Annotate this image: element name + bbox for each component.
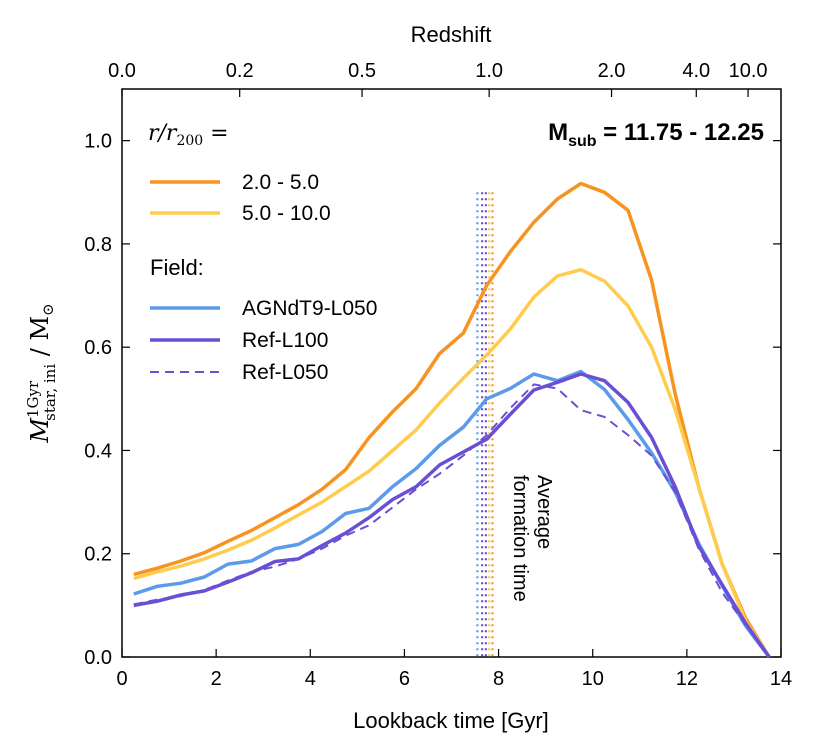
- plot-frame: [121, 88, 782, 658]
- top-tick-label: 0.5: [348, 60, 376, 82]
- series-line-ref-l050: [133, 383, 771, 658]
- x-tick-label: 2: [211, 668, 222, 690]
- y-label-unit-sub: ⊙: [39, 303, 57, 316]
- legend-field-heading: Field:: [150, 255, 204, 280]
- legend-heading: r/r200 =: [148, 121, 229, 149]
- top-axis-label: Redshift: [411, 22, 492, 47]
- y-tick-label: 0.8: [84, 234, 112, 256]
- y-tick-label: 0.0: [84, 647, 112, 669]
- top-tick-label: 10.0: [729, 60, 768, 82]
- x-tick-label: 6: [399, 668, 410, 690]
- legend-label: Ref-L050: [242, 361, 328, 384]
- y-tick-label: 1.0: [84, 131, 112, 153]
- x-tick-label: 8: [493, 668, 504, 690]
- top-tick-label: 4.0: [682, 60, 710, 82]
- formation-time-lines: [476, 192, 494, 657]
- y-tick-label: 0.6: [84, 337, 112, 359]
- y-label-sup: 1Gyr: [24, 380, 42, 418]
- legend-label: Ref-L100: [242, 329, 328, 352]
- series-line-2-0-5-0: [133, 181, 771, 658]
- msub-label: Msub = 11.75 - 12.25: [548, 119, 764, 150]
- x-tick-label: 12: [676, 668, 698, 690]
- annotation-line: Average: [533, 475, 555, 549]
- y-axis-label: M1Gyrstar, ini / M⊙: [24, 303, 59, 443]
- y-label-base: M: [26, 417, 54, 444]
- y-label-sub: star, ini: [41, 364, 59, 421]
- y-tick-label: 0.4: [84, 440, 112, 462]
- x-tick-label: 0: [116, 668, 127, 690]
- x-tick-label: 14: [770, 668, 792, 690]
- top-tick-label: 2.0: [598, 60, 626, 82]
- annotation-line: formation time: [509, 475, 531, 602]
- series-line-5-0-10-0: [133, 267, 771, 658]
- y-label-unit: / M: [26, 316, 54, 364]
- series-line-agndt9-l050: [133, 369, 771, 659]
- y-tick-label: 0.2: [84, 544, 112, 566]
- series-lines: [133, 181, 771, 659]
- legend-label: 2.0 - 5.0: [242, 171, 319, 194]
- x-tick-label: 10: [582, 668, 604, 690]
- legend: r/r200 = 2.0 - 5.0 5.0 - 10.0 Field: AGNd…: [148, 121, 377, 384]
- top-tick-label: 0.2: [226, 60, 254, 82]
- x-tick-label: 4: [305, 668, 316, 690]
- x-axis-label: Lookback time [Gyr]: [353, 708, 549, 733]
- legend-label: 5.0 - 10.0: [242, 202, 331, 225]
- top-tick-label: 1.0: [475, 60, 503, 82]
- legend-label: AGNdT9-L050: [242, 297, 377, 320]
- top-tick-label: 0.0: [108, 60, 136, 82]
- series-line-ref-l100: [133, 372, 771, 659]
